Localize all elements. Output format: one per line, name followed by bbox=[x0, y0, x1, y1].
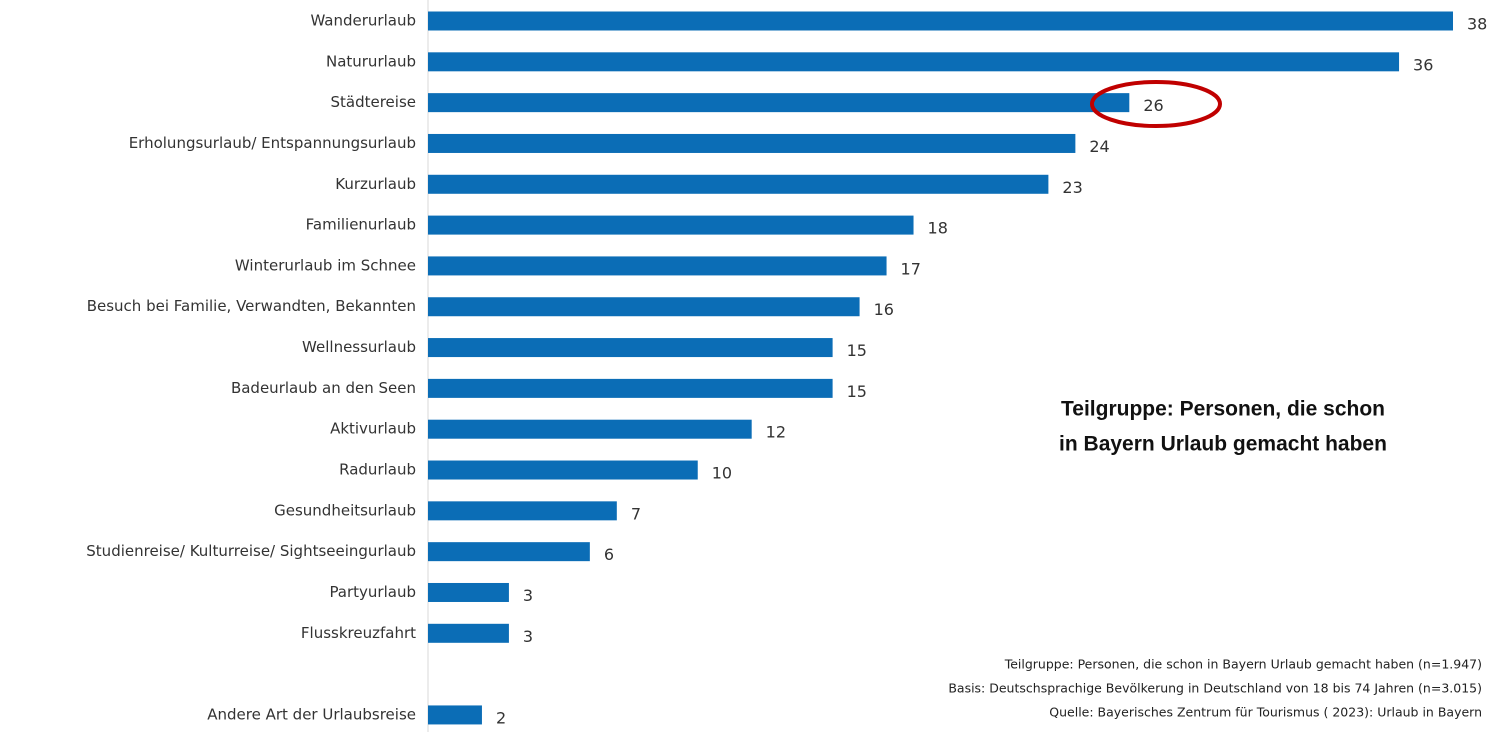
bar bbox=[428, 11, 1453, 31]
bar bbox=[428, 174, 1049, 194]
category-label: Kurzurlaub bbox=[335, 175, 416, 193]
bar bbox=[428, 52, 1400, 72]
bar bbox=[428, 133, 1076, 153]
data-label: 12 bbox=[766, 423, 786, 442]
data-label: 23 bbox=[1062, 178, 1082, 197]
data-label: 18 bbox=[928, 219, 948, 238]
category-label: Wellnessurlaub bbox=[302, 338, 416, 356]
data-label: 3 bbox=[523, 586, 533, 605]
data-label: 36 bbox=[1413, 55, 1433, 74]
data-label: 26 bbox=[1143, 96, 1163, 115]
data-label: 16 bbox=[874, 300, 894, 319]
data-label: 2 bbox=[496, 708, 506, 727]
bar bbox=[428, 338, 833, 358]
bar bbox=[428, 93, 1130, 113]
category-label: Familienurlaub bbox=[306, 216, 416, 234]
data-label: 3 bbox=[523, 627, 533, 646]
highlight-circle bbox=[1090, 80, 1222, 128]
bar bbox=[428, 582, 509, 602]
bar bbox=[428, 705, 482, 725]
footnote: Quelle: Bayerisches Zentrum für Tourismu… bbox=[1049, 705, 1482, 720]
bar bbox=[428, 215, 914, 235]
bar bbox=[428, 501, 617, 521]
bar bbox=[428, 542, 590, 562]
data-label: 15 bbox=[847, 382, 867, 401]
bar bbox=[428, 623, 509, 643]
bar bbox=[428, 378, 833, 398]
category-label: Städtereise bbox=[330, 93, 416, 111]
bar bbox=[428, 419, 752, 439]
footnote: Basis: Deutschsprachige Bevölkerung in D… bbox=[948, 681, 1482, 696]
annotation: in Bayern Urlaub gemacht haben bbox=[1059, 433, 1387, 456]
category-label: Winterurlaub im Schnee bbox=[235, 256, 416, 274]
data-label: 24 bbox=[1089, 137, 1109, 156]
annotation: Teilgruppe: Personen, die schon bbox=[1061, 398, 1385, 421]
bar bbox=[428, 256, 887, 276]
category-label: Flusskreuzfahrt bbox=[301, 624, 416, 642]
data-label: 7 bbox=[631, 504, 641, 523]
category-label: Besuch bei Familie, Verwandten, Bekannte… bbox=[87, 297, 416, 315]
data-label: 38 bbox=[1467, 15, 1487, 34]
category-label: Gesundheitsurlaub bbox=[274, 501, 416, 519]
category-label: Wanderurlaub bbox=[310, 12, 416, 30]
data-label: 17 bbox=[901, 259, 921, 278]
data-label: 6 bbox=[604, 545, 614, 564]
category-label: Andere Art der Urlaubsreise bbox=[207, 705, 416, 723]
footnote: Teilgruppe: Personen, die schon in Bayer… bbox=[1004, 657, 1482, 672]
bar bbox=[428, 460, 698, 480]
category-label: Studienreise/ Kulturreise/ Sightseeingur… bbox=[86, 542, 416, 560]
category-label: Erholungsurlaub/ Entspannungsurlaub bbox=[129, 134, 416, 152]
category-label: Natururlaub bbox=[326, 52, 416, 70]
bar bbox=[428, 297, 860, 317]
category-label: Aktivurlaub bbox=[330, 420, 416, 438]
data-label: 10 bbox=[712, 464, 732, 483]
category-label: Partyurlaub bbox=[329, 583, 416, 601]
category-label: Badeurlaub an den Seen bbox=[231, 379, 416, 397]
category-label: Radurlaub bbox=[339, 461, 416, 479]
data-label: 15 bbox=[847, 341, 867, 360]
